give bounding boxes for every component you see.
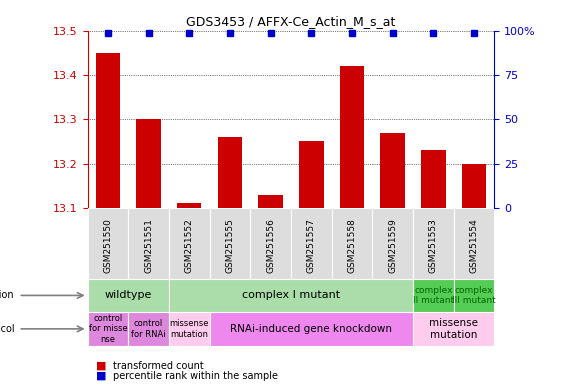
Text: GSM251555: GSM251555 bbox=[225, 218, 234, 273]
Text: wildtype: wildtype bbox=[105, 290, 152, 300]
Text: GSM251552: GSM251552 bbox=[185, 218, 194, 273]
Text: missense
mutation: missense mutation bbox=[170, 319, 209, 339]
Bar bbox=[210, 208, 250, 279]
Text: GSM251554: GSM251554 bbox=[470, 218, 479, 273]
Text: GSM251559: GSM251559 bbox=[388, 218, 397, 273]
Bar bbox=[210, 312, 413, 346]
Bar bbox=[88, 312, 128, 346]
Bar bbox=[258, 195, 283, 208]
Bar bbox=[88, 279, 169, 312]
Bar bbox=[95, 53, 120, 208]
Text: transformed count: transformed count bbox=[113, 361, 204, 371]
Text: ■: ■ bbox=[96, 371, 107, 381]
Bar bbox=[169, 312, 210, 346]
Text: GSM251556: GSM251556 bbox=[266, 218, 275, 273]
Bar bbox=[413, 312, 494, 346]
Bar bbox=[136, 119, 161, 208]
Bar bbox=[88, 208, 128, 279]
Bar bbox=[332, 208, 372, 279]
Text: GSM251553: GSM251553 bbox=[429, 218, 438, 273]
Text: control
for RNAi: control for RNAi bbox=[131, 319, 166, 339]
Bar bbox=[169, 279, 413, 312]
Bar bbox=[291, 208, 332, 279]
Text: complex
II mutant: complex II mutant bbox=[413, 286, 454, 305]
Text: RNAi-induced gene knockdown: RNAi-induced gene knockdown bbox=[231, 324, 392, 334]
Bar bbox=[299, 141, 324, 208]
Title: GDS3453 / AFFX-Ce_Actin_M_s_at: GDS3453 / AFFX-Ce_Actin_M_s_at bbox=[186, 15, 396, 28]
Text: complex I mutant: complex I mutant bbox=[242, 290, 340, 300]
Text: GSM251551: GSM251551 bbox=[144, 218, 153, 273]
Bar bbox=[128, 312, 169, 346]
Text: missense
mutation: missense mutation bbox=[429, 318, 478, 340]
Text: percentile rank within the sample: percentile rank within the sample bbox=[113, 371, 278, 381]
Text: GSM251550: GSM251550 bbox=[103, 218, 112, 273]
Bar bbox=[462, 164, 486, 208]
Bar bbox=[169, 208, 210, 279]
Bar bbox=[218, 137, 242, 208]
Bar bbox=[372, 208, 413, 279]
Text: protocol: protocol bbox=[0, 324, 14, 334]
Bar bbox=[340, 66, 364, 208]
Bar bbox=[413, 279, 454, 312]
Text: control
for misse
nse: control for misse nse bbox=[89, 314, 127, 344]
Bar bbox=[421, 150, 446, 208]
Bar bbox=[454, 279, 494, 312]
Text: genotype/variation: genotype/variation bbox=[0, 290, 14, 300]
Bar bbox=[177, 204, 202, 208]
Bar bbox=[128, 208, 169, 279]
Text: ■: ■ bbox=[96, 361, 107, 371]
Bar bbox=[380, 132, 405, 208]
Text: complex
III mutant: complex III mutant bbox=[452, 286, 496, 305]
Bar bbox=[454, 208, 494, 279]
Bar bbox=[250, 208, 291, 279]
Text: GSM251557: GSM251557 bbox=[307, 218, 316, 273]
Text: GSM251558: GSM251558 bbox=[347, 218, 357, 273]
Bar bbox=[413, 208, 454, 279]
